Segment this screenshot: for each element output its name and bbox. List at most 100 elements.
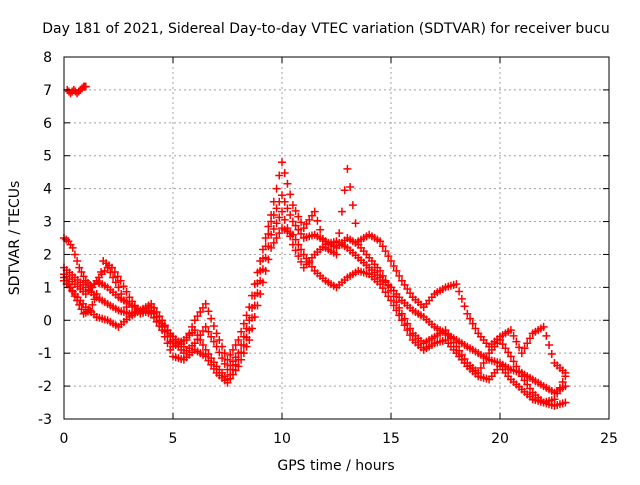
data-point: [242, 311, 251, 320]
data-point: [278, 158, 286, 167]
data-point: [256, 289, 265, 298]
data-point: [228, 370, 237, 379]
data-point: [272, 234, 281, 242]
data-point: [116, 276, 125, 285]
data-point: [297, 245, 306, 254]
data-point: [207, 360, 216, 369]
data-point: [561, 382, 570, 391]
data-point: [223, 365, 232, 374]
data-point: [441, 326, 450, 335]
data-point: [294, 240, 303, 249]
data-point: [103, 263, 112, 272]
y-axis-ticks: -3 -2 -1 0 1 2 3 4 5 6 7 8: [38, 50, 609, 428]
data-point: [286, 210, 295, 219]
data-point: [318, 234, 327, 243]
data-series: [60, 224, 570, 410]
data-point: [509, 357, 518, 366]
data-point: [264, 222, 273, 231]
data-point: [267, 243, 276, 252]
data-series: [60, 158, 570, 377]
data-point: [288, 230, 297, 239]
data-point: [73, 296, 82, 305]
data-point: [463, 309, 472, 318]
data-point: [278, 191, 286, 200]
data-point: [297, 218, 306, 227]
data-point: [201, 299, 210, 308]
data-point: [155, 322, 164, 331]
data-point: [553, 389, 562, 398]
data-point: [239, 332, 248, 341]
data-point: [384, 292, 393, 301]
data-point: [498, 340, 507, 349]
data-point: [166, 345, 175, 354]
data-point: [392, 306, 401, 315]
data-series: [63, 82, 90, 98]
data-point: [256, 257, 265, 266]
y-axis-label: SDTVAR / TECUs: [7, 181, 23, 296]
data-point: [234, 362, 243, 371]
data-point: [542, 331, 551, 340]
data-point: [226, 374, 235, 383]
data-point: [207, 332, 216, 341]
data-point: [294, 225, 303, 234]
data-point: [119, 282, 128, 291]
data-point: [294, 212, 303, 221]
data-point: [77, 268, 86, 277]
data-point: [218, 342, 227, 351]
data-point: [179, 342, 188, 351]
data-point: [400, 321, 409, 330]
data-point: [158, 326, 167, 335]
x-tick-label: 15: [382, 431, 400, 447]
data-point: [501, 344, 510, 353]
data-point: [261, 234, 270, 242]
data-point: [204, 356, 213, 365]
data-point: [73, 257, 82, 266]
y-tick-label: 7: [43, 83, 52, 99]
data-point: [79, 272, 88, 281]
data-point: [286, 190, 295, 199]
data-point: [297, 229, 306, 238]
data-point: [332, 250, 341, 259]
data-point: [476, 363, 485, 372]
data-point: [196, 308, 205, 317]
data-point: [269, 224, 278, 233]
data-point: [198, 303, 207, 312]
data-point: [193, 335, 202, 344]
data-point: [305, 215, 314, 224]
data-point: [340, 186, 349, 195]
data-point: [250, 312, 259, 321]
data-point: [147, 309, 156, 318]
data-point: [75, 300, 84, 309]
data-point: [149, 313, 158, 322]
data-point: [253, 268, 262, 277]
data-point: [291, 246, 300, 255]
data-point: [245, 336, 254, 345]
data-point: [113, 272, 122, 281]
data-point: [406, 331, 415, 340]
data-point: [397, 316, 406, 325]
data-point: [86, 306, 95, 315]
data-point: [239, 349, 248, 358]
x-tick-label: 0: [60, 431, 69, 447]
data-point: [92, 289, 101, 298]
data-points: [60, 82, 570, 410]
data-point: [387, 257, 395, 266]
data-point: [506, 326, 515, 335]
data-point: [288, 201, 297, 210]
data-point: [245, 316, 254, 325]
data-point: [387, 286, 395, 295]
data-point: [346, 182, 355, 191]
data-point: [468, 319, 477, 328]
data-point: [88, 300, 97, 309]
data-point: [335, 229, 344, 238]
data-point: [457, 294, 466, 303]
data-point: [152, 317, 161, 326]
data-point: [520, 376, 529, 385]
data-point: [482, 354, 491, 363]
data-point: [231, 340, 240, 349]
y-tick-label: 0: [43, 313, 52, 329]
data-point: [299, 224, 308, 233]
data-point: [209, 364, 218, 373]
